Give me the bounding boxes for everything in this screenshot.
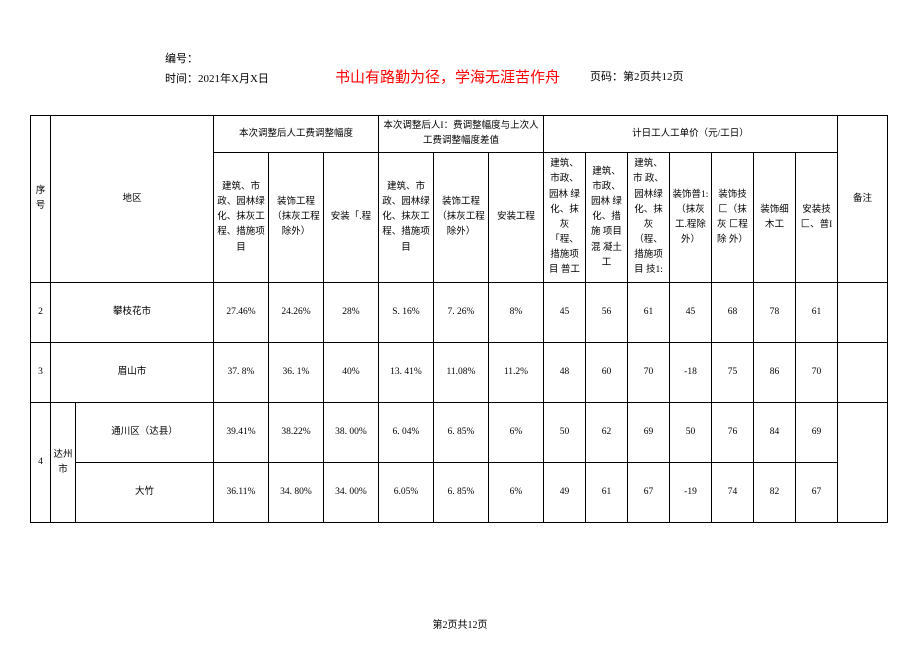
col-c2-header: 装饰工程（抹灰工程 除外） bbox=[269, 153, 324, 283]
col-c3-header: 安装「.程 bbox=[324, 153, 379, 283]
cell-c9: 69 bbox=[628, 403, 670, 463]
cell-seq: 2 bbox=[31, 283, 51, 343]
cell-c5: 6. 85% bbox=[434, 403, 489, 463]
page-label: 页码： bbox=[590, 71, 623, 83]
cell-region-main: 达州市 bbox=[51, 403, 76, 523]
cell-c8: 56 bbox=[586, 283, 628, 343]
cell-note bbox=[838, 283, 888, 343]
col-c7-header: 建筑、市政、园林 绿化、抹 灰「程、措施项目 普工 bbox=[544, 153, 586, 283]
group-adjust-range: 本次调整后人工费调整幅度 bbox=[214, 116, 379, 153]
table-row: 4 达州市 通川区（达县） 39.41% 38.22% 38. 00% 6. 0… bbox=[31, 403, 888, 463]
group-adjust-diff: 本次调整后人I：费调整幅度与上次人 工费调整幅度差值 bbox=[379, 116, 544, 153]
cell-c9: 67 bbox=[628, 463, 670, 523]
col-c12-header: 装饰细木工 bbox=[754, 153, 796, 283]
cell-c5: 6. 85% bbox=[434, 463, 489, 523]
col-c1-header: 建筑、市政、园林绿化、抹灰工程、措施项目 bbox=[214, 153, 269, 283]
cell-c3: 40% bbox=[324, 343, 379, 403]
cell-c13: 67 bbox=[796, 463, 838, 523]
col-c13-header: 安装技 匚、普I bbox=[796, 153, 838, 283]
cell-c7: 45 bbox=[544, 283, 586, 343]
col-c10-header: 装饰普1:（抹灰工.程除外） bbox=[670, 153, 712, 283]
cell-c10: -18 bbox=[670, 343, 712, 403]
cell-c10: 50 bbox=[670, 403, 712, 463]
cell-c6: 6% bbox=[489, 403, 544, 463]
cell-c8: 62 bbox=[586, 403, 628, 463]
group-unit-price: 计日工人工单价（元/工日） bbox=[544, 116, 838, 153]
col-c9-header: 建筑、市 政、园林绿化、抹 灰（程、措施项目 技1: bbox=[628, 153, 670, 283]
doc-title: 书山有路勤为径，学海无涯苦作舟 bbox=[335, 66, 560, 87]
page-info: 页码：第2页共12页 bbox=[590, 68, 684, 84]
col-c8-header: 建筑、市政、园林 绿化、措 施 项目混 凝土工 bbox=[586, 153, 628, 283]
header-row-1: 序号 地区 本次调整后人工费调整幅度 本次调整后人I：费调整幅度与上次人 工费调… bbox=[31, 116, 888, 153]
cell-c3: 38. 00% bbox=[324, 403, 379, 463]
cell-c13: 69 bbox=[796, 403, 838, 463]
cell-c1: 36.11% bbox=[214, 463, 269, 523]
cell-c11: 76 bbox=[712, 403, 754, 463]
cell-c13: 61 bbox=[796, 283, 838, 343]
cell-note bbox=[838, 403, 888, 523]
cell-c4: 6.05% bbox=[379, 463, 434, 523]
cell-c3: 28% bbox=[324, 283, 379, 343]
cell-c8: 61 bbox=[586, 463, 628, 523]
cell-c1: 39.41% bbox=[214, 403, 269, 463]
time-label: 时间： bbox=[165, 73, 198, 85]
cell-c7: 50 bbox=[544, 403, 586, 463]
table-row: 3 眉山市 37. 8% 36. 1% 40% 13. 41% 11.08% 1… bbox=[31, 343, 888, 403]
cell-seq: 4 bbox=[31, 403, 51, 523]
cell-subregion: 大竹 bbox=[76, 463, 214, 523]
cell-c6: 11.2% bbox=[489, 343, 544, 403]
cell-c2: 36. 1% bbox=[269, 343, 324, 403]
cell-region: 攀枝花市 bbox=[51, 283, 214, 343]
time-line: 时间：2021年X月X日 bbox=[165, 70, 269, 90]
cell-c9: 70 bbox=[628, 343, 670, 403]
cell-c4: 6. 04% bbox=[379, 403, 434, 463]
time-value: 2021年X月X日 bbox=[198, 73, 269, 85]
cell-c12: 78 bbox=[754, 283, 796, 343]
cell-c12: 82 bbox=[754, 463, 796, 523]
footer-page: 第2页共12页 bbox=[433, 616, 488, 631]
cell-c6: 6% bbox=[489, 463, 544, 523]
cell-c1: 27.46% bbox=[214, 283, 269, 343]
cell-c6: 8% bbox=[489, 283, 544, 343]
doc-header: 编号： 时间：2021年X月X日 bbox=[165, 50, 269, 90]
data-table: 序号 地区 本次调整后人工费调整幅度 本次调整后人I：费调整幅度与上次人 工费调… bbox=[30, 115, 888, 523]
number-label: 编号： bbox=[165, 50, 269, 70]
cell-c13: 70 bbox=[796, 343, 838, 403]
cell-c8: 60 bbox=[586, 343, 628, 403]
cell-c3: 34. 00% bbox=[324, 463, 379, 523]
page-value: 第2页共12页 bbox=[623, 71, 684, 83]
col-c5-header: 装饰工程（抹灰工程 除外） bbox=[434, 153, 489, 283]
cell-note bbox=[838, 343, 888, 403]
cell-c11: 75 bbox=[712, 343, 754, 403]
cell-c10: -19 bbox=[670, 463, 712, 523]
cell-c9: 61 bbox=[628, 283, 670, 343]
cell-c10: 45 bbox=[670, 283, 712, 343]
cell-region: 眉山市 bbox=[51, 343, 214, 403]
cell-subregion: 通川区（达县） bbox=[76, 403, 214, 463]
col-seq-header: 序号 bbox=[31, 116, 51, 283]
cell-c5: 11.08% bbox=[434, 343, 489, 403]
col-c6-header: 安装工程 bbox=[489, 153, 544, 283]
cell-c2: 34. 80% bbox=[269, 463, 324, 523]
cell-c11: 68 bbox=[712, 283, 754, 343]
col-c4-header: 建筑、市政、园林绿化、抹灰工程、措施项目 bbox=[379, 153, 434, 283]
col-c11-header: 装饰技 匚（抹灰 匚程除 外） bbox=[712, 153, 754, 283]
cell-c5: 7. 26% bbox=[434, 283, 489, 343]
cell-c2: 24.26% bbox=[269, 283, 324, 343]
cell-c11: 74 bbox=[712, 463, 754, 523]
cell-c7: 48 bbox=[544, 343, 586, 403]
cell-seq: 3 bbox=[31, 343, 51, 403]
table-row: 大竹 36.11% 34. 80% 34. 00% 6.05% 6. 85% 6… bbox=[31, 463, 888, 523]
cell-c1: 37. 8% bbox=[214, 343, 269, 403]
table-row: 2 攀枝花市 27.46% 24.26% 28% S. 16% 7. 26% 8… bbox=[31, 283, 888, 343]
col-note-header: 备注 bbox=[838, 116, 888, 283]
cell-c4: 13. 41% bbox=[379, 343, 434, 403]
cell-c12: 84 bbox=[754, 403, 796, 463]
cell-c2: 38.22% bbox=[269, 403, 324, 463]
cell-c7: 49 bbox=[544, 463, 586, 523]
cell-c4: S. 16% bbox=[379, 283, 434, 343]
col-region-header: 地区 bbox=[51, 116, 214, 283]
cell-c12: 86 bbox=[754, 343, 796, 403]
